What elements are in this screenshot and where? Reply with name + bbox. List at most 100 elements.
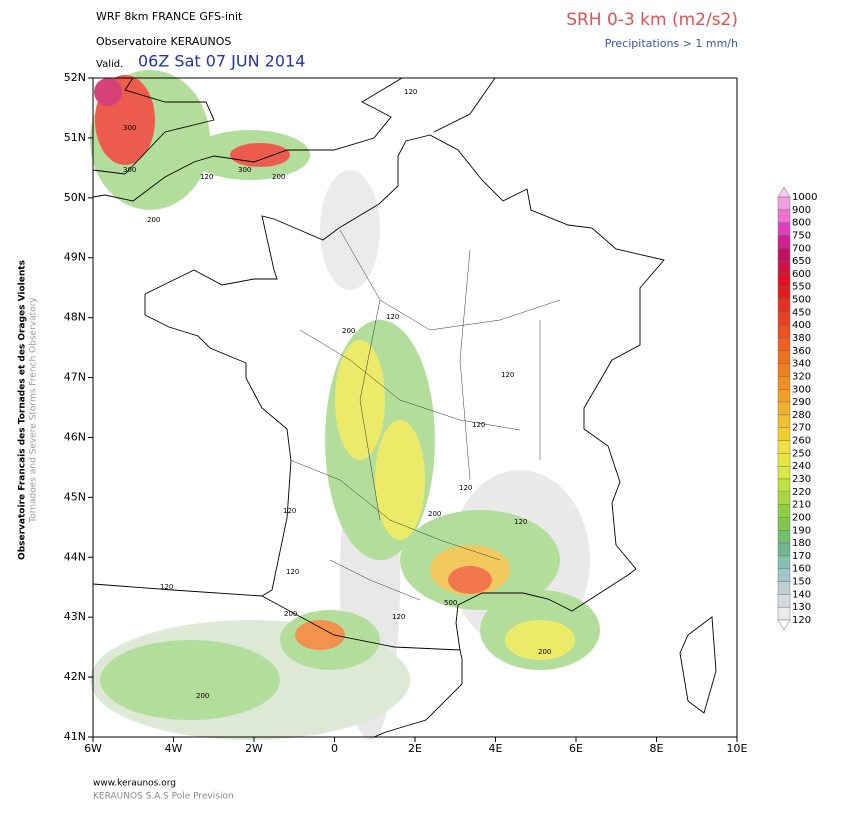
coastline-france [144,134,665,651]
colorbar-label: 450 [792,307,811,318]
contour-label: 120 [501,371,514,379]
contour-label: 120 [283,507,296,515]
side-title: Observatoire Francais des Tornades et de… [18,260,28,560]
colorbar-swatch [777,222,791,236]
lon-label: 8E [650,742,664,755]
lat-label: 50N [64,191,86,204]
overlay-title: Precipitations > 1 mm/h [605,37,738,50]
lat-label: 43N [64,610,86,623]
side-subtitle: Tornadoes and Severe Storms French Obser… [29,297,39,524]
colorbar-label: 280 [792,410,811,421]
contour-label: 300 [123,166,136,174]
colorbar-label: 150 [792,577,811,588]
colorbar-swatch [777,581,791,595]
contour-label: 120 [459,484,472,492]
coastline-england [92,77,403,202]
colorbar-label: 400 [792,320,811,331]
colorbar-label: 120 [792,615,811,626]
footer-site: www.keraunos.org [93,779,176,789]
colorbar-label: 220 [792,487,811,498]
contour-label: 200 [147,216,160,224]
contour-label: 120 [472,421,485,429]
colorbar-swatch [777,299,791,313]
valid-label: Valid. [96,59,123,70]
regional-borders [289,229,561,601]
colorbar-label: 180 [792,538,811,549]
colorbar-swatch [777,555,791,569]
lat-label: 49N [64,251,86,264]
contour-label: 120 [514,518,527,526]
valid-time: 06Z Sat 07 JUN 2014 [138,52,305,71]
contour-labels: 120 300 300 120 300 200 200 120 200 120 … [123,88,551,700]
colorbar-bottom-cap [777,619,791,631]
colorbar-swatch [777,504,791,518]
colorbar-swatch [777,337,791,352]
colorbar-swatch [777,401,791,416]
colorbar-label: 320 [792,371,811,382]
contour-label: 120 [160,583,173,591]
lat-label: 47N [64,371,86,384]
colorbar-swatch [777,235,791,249]
colorbar-label: 240 [792,461,811,472]
footer-company: KERAUNOS S.A.S Pole Prevision [93,792,234,802]
colorbar-label: 700 [792,243,811,254]
contour-label: 200 [272,173,285,181]
colorbar-label: 210 [792,500,811,511]
colorbar-label: 270 [792,423,811,434]
colorbar-swatch [777,312,791,326]
lat-label: 48N [64,311,86,324]
lat-label: 45N [64,490,86,503]
contour-label: 200 [284,610,297,618]
colorbar-label: 300 [792,384,811,395]
colorbar-swatch [777,273,791,287]
colorbar-label: 550 [792,282,811,293]
colorbar-swatch [777,440,791,454]
colorbar-label: 340 [792,359,811,370]
colorbar-swatch [777,196,791,211]
contour-label: 200 [196,692,209,700]
lat-label: 52N [64,71,86,84]
lat-label: 51N [64,131,86,144]
colorbar-swatch [777,286,791,300]
observatory: Observatoire KERAUNOS [96,35,231,48]
contour-label: 120 [404,88,417,96]
colorbar-swatch [777,517,791,531]
lon-label: 10E [727,742,748,755]
contour-label: 500 [444,599,457,607]
colorbar-swatch [777,376,791,390]
lat-label: 46N [64,430,86,443]
lon-label: 2E [408,742,422,755]
colorbar-swatch [777,350,791,364]
contour-label: 200 [342,327,355,335]
contour-label: 300 [123,124,136,132]
colorbar-label: 500 [792,295,811,306]
colorbar-swatch [777,594,791,608]
colorbar-label: 360 [792,346,811,357]
colorbar-swatch [777,568,791,582]
colorbar-swatch [777,465,791,480]
colorbar-swatch [777,209,791,223]
lon-label: 2W [245,742,263,755]
colorbar-swatch [777,478,791,493]
colorbar-label: 140 [792,589,811,600]
lon-label: 0 [331,742,338,755]
model-title: WRF 8km FRANCE GFS-init [96,10,243,23]
colorbar-swatch [777,542,791,557]
parameter-title: SRH 0-3 km (m2/s2) [566,10,738,30]
colorbar-label: 250 [792,448,811,459]
contour-label: 120 [392,613,405,621]
lon-label: 6W [84,742,102,755]
colorbar-label: 230 [792,474,811,485]
colorbar-swatch [777,530,791,544]
colorbar-swatch [777,389,791,403]
contour-label: 300 [238,166,251,174]
contour-label: 200 [428,510,441,518]
contour-label: 120 [200,173,213,181]
colorbar-label: 260 [792,436,811,447]
colorbar-label: 170 [792,551,811,562]
colorbar-label: 130 [792,602,811,613]
contour-label: 200 [538,648,551,656]
colorbar-label: 600 [792,269,811,280]
